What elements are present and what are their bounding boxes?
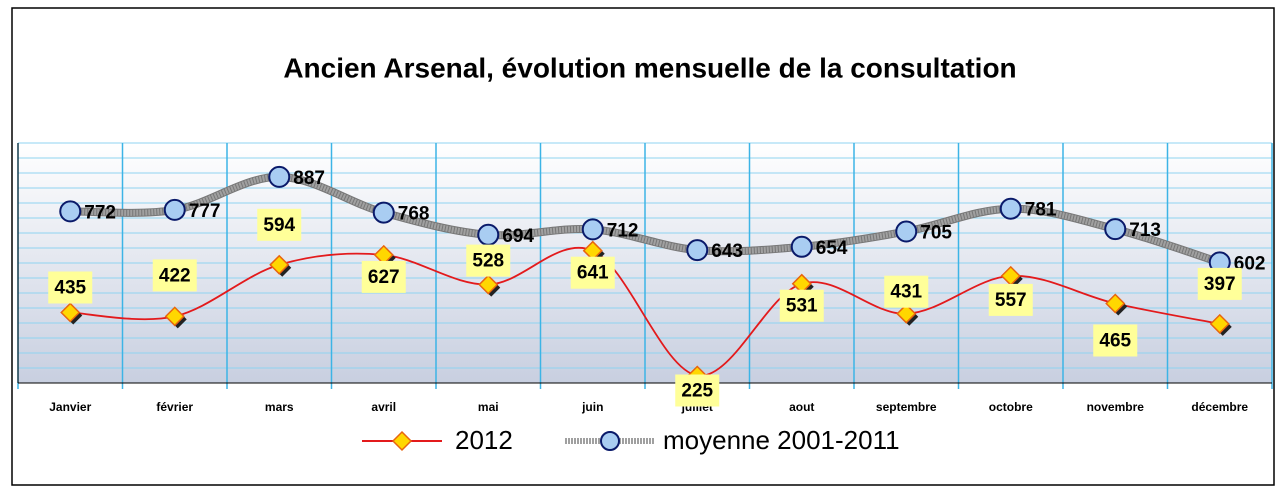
data-label: 643 xyxy=(711,241,743,262)
data-label: 705 xyxy=(920,223,952,244)
x-tick-label: décembre xyxy=(1191,400,1248,414)
data-label: 531 xyxy=(786,296,818,317)
legend-label: moyenne 2001-2011 xyxy=(663,425,900,455)
data-label-box xyxy=(1197,267,1242,300)
data-label: 557 xyxy=(995,290,1027,311)
marker xyxy=(269,254,290,275)
data-label: 712 xyxy=(607,220,639,241)
data-label: 435 xyxy=(54,278,86,299)
x-tick-label: mars xyxy=(265,400,294,414)
data-label: 397 xyxy=(1204,274,1236,295)
data-label-box xyxy=(466,244,511,277)
data-label: 768 xyxy=(398,204,430,225)
legend-marker xyxy=(600,431,620,451)
data-label: 654 xyxy=(816,238,848,259)
data-label: 641 xyxy=(577,263,609,284)
data-label-box xyxy=(48,271,93,304)
data-label-box xyxy=(257,208,302,241)
data-label-box xyxy=(152,259,197,292)
data-label-box xyxy=(988,283,1033,316)
chart-title: Ancien Arsenal, évolution mensuelle de l… xyxy=(283,52,1016,83)
x-tick-label: octobre xyxy=(989,400,1033,414)
data-label: 887 xyxy=(293,168,325,189)
x-tick-label: février xyxy=(156,400,193,414)
marker xyxy=(686,239,709,262)
legend-marker xyxy=(391,430,413,452)
x-tick-label: avril xyxy=(371,400,396,414)
marker xyxy=(59,200,82,223)
data-label: 713 xyxy=(1129,220,1161,241)
marker xyxy=(581,218,604,241)
data-label: 627 xyxy=(368,267,400,288)
marker xyxy=(164,306,185,327)
marker xyxy=(372,201,395,224)
data-label: 431 xyxy=(890,282,922,303)
data-label: 422 xyxy=(159,265,191,286)
data-label-box xyxy=(361,260,406,293)
data-label: 777 xyxy=(189,201,221,222)
marker xyxy=(477,223,500,246)
data-label-box xyxy=(570,256,615,289)
legend-label: 2012 xyxy=(455,425,513,455)
marker xyxy=(790,235,813,258)
x-tick-label: septembre xyxy=(876,400,937,414)
data-label: 594 xyxy=(263,215,295,236)
data-label: 694 xyxy=(502,226,534,247)
marker xyxy=(163,198,186,221)
series-line-texture xyxy=(70,173,1221,266)
data-label-box xyxy=(1093,324,1138,357)
marker xyxy=(268,165,291,188)
data-label-box xyxy=(779,289,824,322)
x-tick-label: Janvier xyxy=(49,400,91,414)
marker xyxy=(1104,218,1127,241)
marker xyxy=(896,303,917,324)
legend: 2012 moyenne 2001-2011 xyxy=(362,425,900,455)
data-label-box xyxy=(884,275,929,308)
marker xyxy=(478,274,499,295)
data-label: 465 xyxy=(1099,331,1131,352)
x-tick-label: mai xyxy=(478,400,499,414)
marker xyxy=(999,197,1022,220)
data-label: 528 xyxy=(472,251,504,272)
data-label: 772 xyxy=(84,202,116,223)
x-tick-label: aout xyxy=(789,400,814,414)
data-label: 781 xyxy=(1025,200,1057,221)
marker xyxy=(1105,293,1126,314)
data-label-box xyxy=(675,374,720,407)
marker xyxy=(60,302,81,323)
marker xyxy=(1209,313,1230,334)
x-tick-label: novembre xyxy=(1087,400,1145,414)
data-label: 225 xyxy=(681,381,713,402)
x-tick-label: juin xyxy=(581,400,603,414)
marker xyxy=(895,220,918,243)
